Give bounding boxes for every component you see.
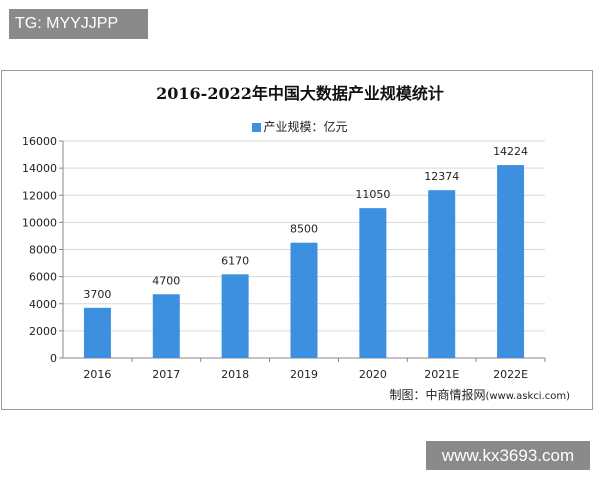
bar	[359, 208, 387, 358]
bar	[290, 242, 318, 358]
y-tick-label: 10000	[22, 216, 57, 229]
credit-url: (www.askci.com)	[485, 391, 570, 402]
data-label: 3700	[83, 288, 111, 301]
bar	[83, 307, 111, 358]
x-tick-label: 2021E	[424, 368, 459, 381]
data-label: 6170	[221, 254, 249, 267]
overlay-tag: TG: MYYJJPP	[9, 9, 148, 39]
y-tick-label: 2000	[29, 325, 57, 338]
legend: 产业规模：亿元	[0, 118, 600, 135]
data-label: 8500	[290, 223, 318, 236]
legend-swatch	[252, 123, 262, 132]
data-label: 4700	[152, 274, 180, 287]
source-credit: 制图：中商情报网(www.askci.com)	[389, 386, 570, 403]
chart-title: 2016-2022年中国大数据产业规模统计	[156, 84, 444, 103]
y-tick-label: 0	[50, 352, 57, 365]
credit-label: 制图：中商情报网	[389, 388, 486, 402]
chart-frame	[1, 70, 593, 410]
x-tick-label: 2018	[221, 368, 249, 381]
y-tick-label: 8000	[29, 244, 57, 257]
y-tick-label: 14000	[22, 162, 57, 175]
data-label: 12374	[424, 170, 459, 183]
bar	[221, 274, 249, 358]
x-tick-label: 2017	[152, 368, 180, 381]
y-tick-label: 6000	[29, 271, 57, 284]
x-tick-label: 2016	[83, 368, 111, 381]
y-tick-label: 4000	[29, 298, 57, 311]
y-tick-label: 12000	[22, 189, 57, 202]
data-label: 11050	[355, 188, 390, 201]
bar	[497, 165, 525, 358]
y-tick-label: 16000	[22, 135, 57, 148]
bar	[428, 190, 456, 358]
x-tick-label: 2022E	[493, 368, 528, 381]
legend-label: 产业规模：亿元	[263, 120, 348, 134]
site-watermark-label: www.kx3693.com	[426, 441, 590, 470]
data-label: 14224	[493, 145, 528, 158]
x-tick-label: 2019	[290, 368, 318, 381]
x-tick-label: 2020	[359, 368, 387, 381]
bar	[152, 294, 180, 358]
